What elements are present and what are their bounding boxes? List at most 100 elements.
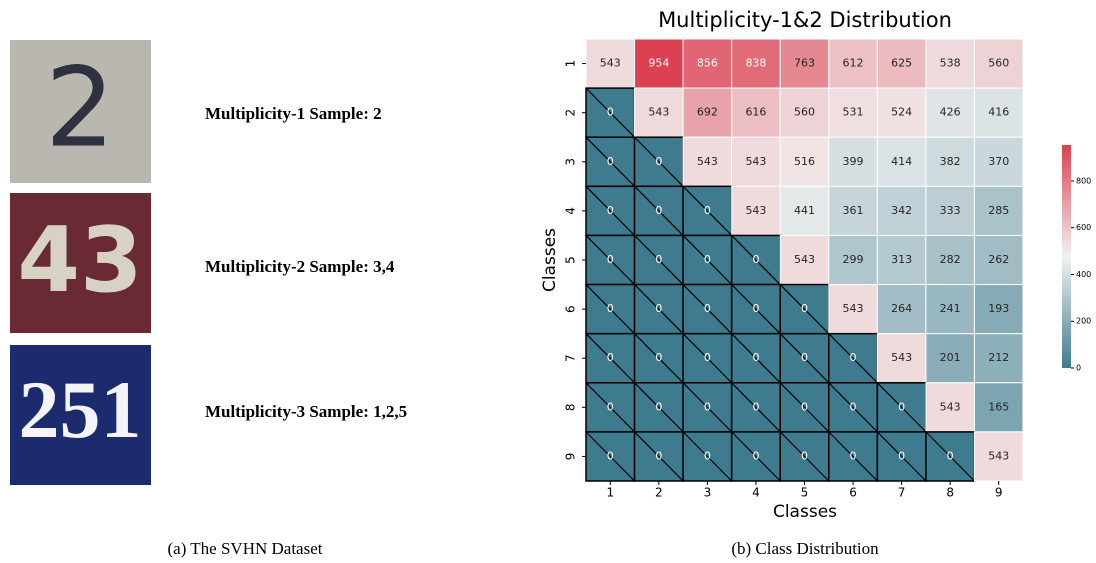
x-tick-label: 5 <box>801 486 809 500</box>
x-tick-label: 1 <box>606 486 614 500</box>
image-digits: 43 <box>17 208 142 313</box>
colorbar-tick-label: 0 <box>1076 364 1081 373</box>
cell-label: 0 <box>655 302 662 315</box>
cell-label: 0 <box>607 253 614 266</box>
cell-label: 0 <box>801 449 808 462</box>
cell-label: 0 <box>607 400 614 413</box>
y-tick-label: 2 <box>564 109 578 117</box>
cell-label: 0 <box>607 449 614 462</box>
cell-label: 0 <box>752 400 759 413</box>
subcaption: (b) Class Distribution <box>731 539 879 558</box>
y-tick-label: 8 <box>564 404 578 412</box>
colorbar-tick-label: 600 <box>1076 223 1091 232</box>
y-tick-label: 6 <box>564 305 578 313</box>
cell-label: 616 <box>745 106 766 119</box>
cell-label: 0 <box>898 400 905 413</box>
cell-label: 0 <box>752 253 759 266</box>
cell-label: 264 <box>891 302 912 315</box>
cell-label: 625 <box>891 57 912 70</box>
cell-label: 531 <box>843 106 864 119</box>
y-axis-label: Classes <box>540 228 560 292</box>
cell-label: 692 <box>697 106 718 119</box>
cell-label: 0 <box>704 253 711 266</box>
cell-label: 0 <box>752 449 759 462</box>
cell-label: 0 <box>607 302 614 315</box>
cell-label: 0 <box>607 155 614 168</box>
y-tick-label: 7 <box>564 354 578 362</box>
cell-label: 0 <box>607 351 614 364</box>
cell-label: 342 <box>891 204 912 217</box>
cell-label: 165 <box>988 400 1009 413</box>
figure: 2 43 251 Multiplicity-1 Sample: 2 Multip… <box>0 0 1096 563</box>
cell-label: 543 <box>891 351 912 364</box>
cell-label: 0 <box>850 449 857 462</box>
sample-caption: Multiplicity-1 Sample: 2 <box>205 104 382 123</box>
cell-label: 313 <box>891 253 912 266</box>
cell-label: 560 <box>794 106 815 119</box>
image-digits: 251 <box>19 364 142 455</box>
subcaption: (a) The SVHN Dataset <box>167 539 322 558</box>
cell-label: 0 <box>655 400 662 413</box>
cell-label: 0 <box>704 449 711 462</box>
cell-label: 543 <box>697 155 718 168</box>
colorbar-tick-label: 200 <box>1076 317 1091 326</box>
y-tick-label: 5 <box>564 256 578 264</box>
x-axis-label: Classes <box>773 502 837 522</box>
cell-label: 0 <box>801 351 808 364</box>
cell-label: 0 <box>704 204 711 217</box>
cell-label: 0 <box>607 204 614 217</box>
cell-label: 0 <box>655 449 662 462</box>
cell-label: 516 <box>794 155 815 168</box>
cell-label: 0 <box>801 302 808 315</box>
sample-caption: Multiplicity-2 Sample: 3,4 <box>205 257 395 276</box>
y-tick-label: 1 <box>564 60 578 68</box>
cell-label: 0 <box>704 400 711 413</box>
x-tick-label: 8 <box>946 486 954 500</box>
y-tick-label: 9 <box>564 453 578 461</box>
colorbar <box>1062 145 1071 368</box>
cell-label: 441 <box>794 204 815 217</box>
cell-label: 426 <box>940 106 961 119</box>
cell-label: 954 <box>648 57 669 70</box>
x-tick-label: 9 <box>995 486 1003 500</box>
cell-label: 0 <box>801 400 808 413</box>
cell-label: 0 <box>704 302 711 315</box>
sample-caption: Multiplicity-3 Sample: 1,2,5 <box>205 402 407 421</box>
cell-label: 838 <box>745 57 766 70</box>
cell-label: 524 <box>891 106 912 119</box>
cell-label: 282 <box>940 253 961 266</box>
colorbar-tick-label: 800 <box>1076 176 1091 185</box>
cell-label: 543 <box>648 106 669 119</box>
cell-label: 0 <box>655 351 662 364</box>
y-tick-label: 4 <box>564 207 578 215</box>
cell-label: 414 <box>891 155 912 168</box>
x-tick-label: 2 <box>655 486 663 500</box>
cell-label: 543 <box>794 253 815 266</box>
cell-label: 0 <box>655 253 662 266</box>
cell-label: 361 <box>843 204 864 217</box>
cell-label: 416 <box>988 106 1009 119</box>
cell-label: 193 <box>988 302 1009 315</box>
cell-label: 612 <box>843 57 864 70</box>
cell-label: 0 <box>947 449 954 462</box>
cell-label: 0 <box>607 106 614 119</box>
cell-label: 543 <box>745 155 766 168</box>
cell-label: 0 <box>704 351 711 364</box>
cell-label: 0 <box>752 302 759 315</box>
cell-label: 299 <box>843 253 864 266</box>
cell-label: 241 <box>940 302 961 315</box>
cell-label: 0 <box>898 449 905 462</box>
cell-label: 856 <box>697 57 718 70</box>
cell-label: 201 <box>940 351 961 364</box>
cell-label: 333 <box>940 204 961 217</box>
cell-label: 382 <box>940 155 961 168</box>
colorbar-tick-label: 400 <box>1076 270 1091 279</box>
x-tick-label: 7 <box>898 486 906 500</box>
cell-label: 370 <box>988 155 1009 168</box>
cell-label: 0 <box>655 204 662 217</box>
cell-label: 560 <box>988 57 1009 70</box>
cell-label: 262 <box>988 253 1009 266</box>
cell-label: 763 <box>794 57 815 70</box>
cell-label: 0 <box>655 155 662 168</box>
cell-label: 0 <box>850 351 857 364</box>
